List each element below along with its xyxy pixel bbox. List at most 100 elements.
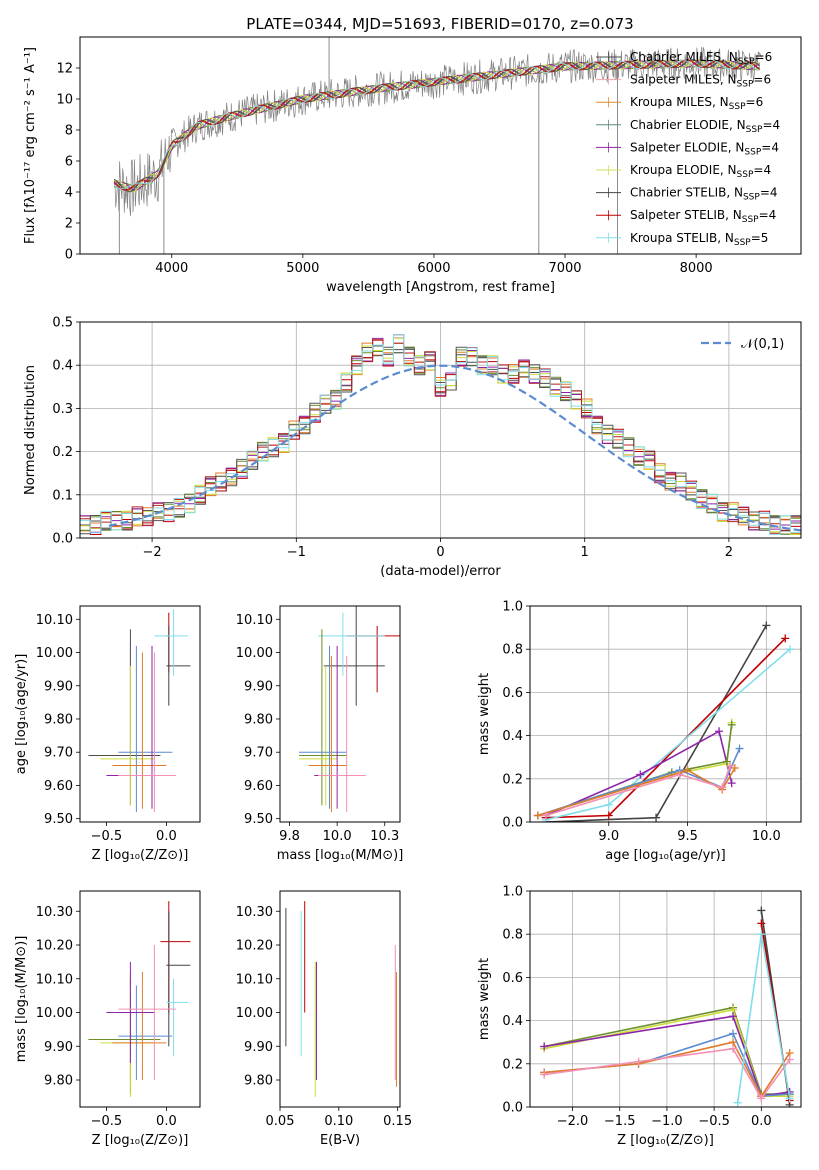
x-tick-label: −0.5 [91,1114,123,1129]
legend-label: Kroupa ELODIE, NSSP=4 [630,163,771,180]
y-tick-label: 10.30 [36,905,73,920]
legend-label-subscript: SSP [737,80,754,90]
axes-frame [79,890,201,1108]
legend-label-value: =6 [753,73,771,87]
y-tick-label: 0.5 [52,316,73,331]
y-tick-label: 12 [56,62,73,77]
x-tick-label: 0.05 [266,1114,295,1129]
weight-point-marker [785,1094,794,1103]
weight-series-line [537,767,736,817]
x-tick-label: 10.0 [752,829,781,844]
legend-label-main: Chabrier ELODIE, N [630,118,746,132]
y-tick-label: 10.30 [236,905,273,920]
weight-point-marker [762,621,771,630]
age_vs_Z-marks [88,609,191,813]
x-tick-label: 9.8 [279,829,300,844]
weight-point-marker [540,1070,549,1079]
weight-point-marker [729,1044,738,1053]
weight-point-marker [634,1057,643,1066]
legend-label-main: Salpeter MILES, N [630,73,737,87]
weight-point-marker [540,1042,549,1051]
y-axis-label: Normed distribution [23,365,38,495]
weight-point-marker [533,811,542,820]
legend-label-main: Chabrier STELIB, N [630,186,743,200]
age_vs_mass-marks [299,606,400,813]
weight-point-marker [636,770,645,779]
y-tick-label: 9.80 [244,1074,273,1089]
x-axis-label: age [log₁₀(age/yr)] [605,848,726,863]
legend-label-main: Kroupa STELIB, N [630,231,734,245]
legend-label: Chabrier ELODIE, NSSP=4 [630,118,780,135]
y-tick-label: 9.90 [244,679,273,694]
weight-point-marker [757,906,766,915]
weight-point-marker [722,757,731,766]
legend-label-value: =6 [746,95,764,109]
y-tick-label: 10.00 [36,1006,73,1021]
y-tick-label: 10.10 [36,613,73,628]
weight-point-marker [675,770,684,779]
y-tick-label: 0.2 [502,1057,523,1072]
gaussian-curve [108,364,801,532]
residual-step-line [80,339,801,531]
y-tick-label: 10.10 [236,972,273,987]
y-tick-label: 0.3 [52,402,73,417]
y-tick-label: 0.8 [502,643,523,658]
legend-label-value: =5 [751,231,769,245]
x-tick-label: 10.3 [370,829,399,844]
weight-point-marker [652,813,661,822]
legend-label-main: Kroupa MILES, N [630,95,729,109]
weight-point-marker [757,1094,766,1103]
model-spectrum-line [113,59,760,191]
y-tick-label: 0.2 [52,445,73,460]
weight-point-marker [729,1029,738,1038]
legend-label-value: =4 [759,208,777,222]
axes-frame [529,605,802,823]
legend-label: Chabrier MILES, NSSP=6 [630,50,772,67]
legend-label-subscript: SSP [737,170,754,180]
x-tick-label: 9.5 [677,829,698,844]
weight-point-marker [757,930,766,939]
y-tick-label: 0.0 [502,1101,523,1116]
weight-point-marker [727,720,736,729]
weight-point-marker [604,800,613,809]
legend-label-subscript: SSP [746,125,763,135]
legend-label-subscript: SSP [734,238,751,248]
weight-point-marker [785,1055,794,1064]
x-tick-label: 2 [725,545,733,560]
legend-label-value: =4 [760,186,778,200]
x-axis-label: Z [log₁₀(Z/Z⊙)] [92,1133,189,1148]
weight-point-marker [781,634,790,643]
legend-label-value: =4 [762,118,780,132]
y-tick-label: 0.6 [502,686,523,701]
y-tick-label: 0.0 [502,816,523,831]
residual-step-line [80,334,801,535]
x-tick-label: 1 [581,545,589,560]
y-tick-label: 10.10 [36,972,73,987]
legend-label-main: Salpeter ELODIE, N [630,140,744,154]
legend-label-value: =4 [753,163,771,177]
y-tick-label: 4 [65,186,73,201]
y-tick-label: 6 [65,155,73,170]
y-tick-label: 9.80 [44,1074,73,1089]
weight-point-marker [604,811,613,820]
y-tick-label: 0.0 [52,532,73,547]
x-axis-label: Z [log₁₀(Z/Z⊙)] [92,848,189,863]
weight-series-line [545,625,767,822]
weight-series-line [545,648,791,821]
age_vs_Z-panel: −0.5 0.0 9.50 9.60 9.70 9.80 9.90 10.00 10.10 Z [… [14,605,201,863]
mass_vs_Z-marks [88,901,191,1097]
weight-point-marker [718,783,727,792]
axes-frame [279,605,401,823]
weight-point-marker [785,645,794,654]
weight-point-marker [715,727,724,736]
x-tick-label: 0.0 [156,1114,177,1129]
model-spectrum-line [113,59,760,193]
y-tick-label: 10.10 [236,613,273,628]
legend-label: 𝒩(0,1) [741,337,784,352]
legend-label-subscript: SSP [729,102,746,112]
axes-frame [279,890,401,1108]
legend-label-main: Chabrier MILES, N [630,50,738,64]
weight-point-marker [735,744,744,753]
y-axis-label: mass weight [477,958,492,1040]
